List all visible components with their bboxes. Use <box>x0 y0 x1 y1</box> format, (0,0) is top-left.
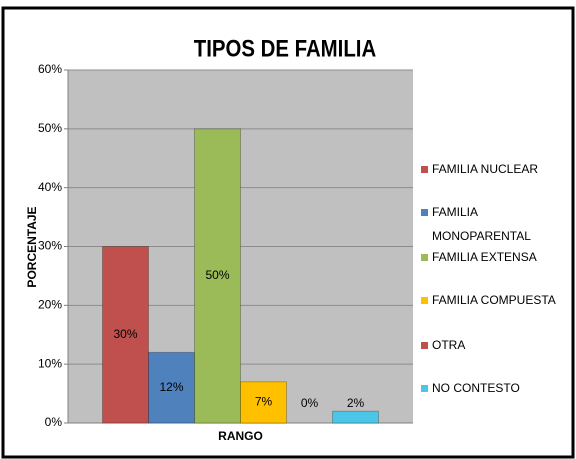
y-tick-label: 10% <box>38 356 62 370</box>
legend-swatch <box>421 297 428 304</box>
y-tick-label: 20% <box>38 298 62 312</box>
y-tick-label: 0% <box>45 415 63 429</box>
x-tick-label: RANGO <box>218 429 263 443</box>
legend-label: NO CONTESTO <box>432 381 520 395</box>
legend-label: OTRA <box>432 338 465 352</box>
data-label: 7% <box>255 395 273 409</box>
bar <box>332 410 379 424</box>
legend-label: FAMILIA EXTENSA <box>432 250 537 264</box>
legend-swatch <box>421 385 428 392</box>
legend-swatch <box>421 209 428 216</box>
legend-swatch <box>421 254 428 261</box>
y-tick-label: 60% <box>38 62 62 76</box>
bar <box>102 246 149 424</box>
y-tick-label: 40% <box>38 180 62 194</box>
bar <box>194 128 241 424</box>
bar <box>148 351 195 424</box>
data-label: 2% <box>347 396 365 410</box>
chart-title: TIPOS DE FAMILIA <box>194 35 376 62</box>
data-label: 0% <box>301 396 319 410</box>
legend-swatch <box>421 166 428 173</box>
data-label: 30% <box>113 327 137 341</box>
data-label: 50% <box>205 268 229 282</box>
legend-swatch <box>421 342 428 349</box>
legend-label: FAMILIA COMPUESTA <box>432 293 556 307</box>
y-tick-label: 30% <box>38 239 62 253</box>
y-axis-label: PORCENTAJE <box>25 206 39 287</box>
bar <box>240 381 287 424</box>
legend-label: FAMILIA NUCLEAR <box>432 162 538 176</box>
data-label: 12% <box>159 380 183 394</box>
y-tick-label: 50% <box>38 121 62 135</box>
legend-label: FAMILIA MONOPARENTAL <box>432 205 531 243</box>
